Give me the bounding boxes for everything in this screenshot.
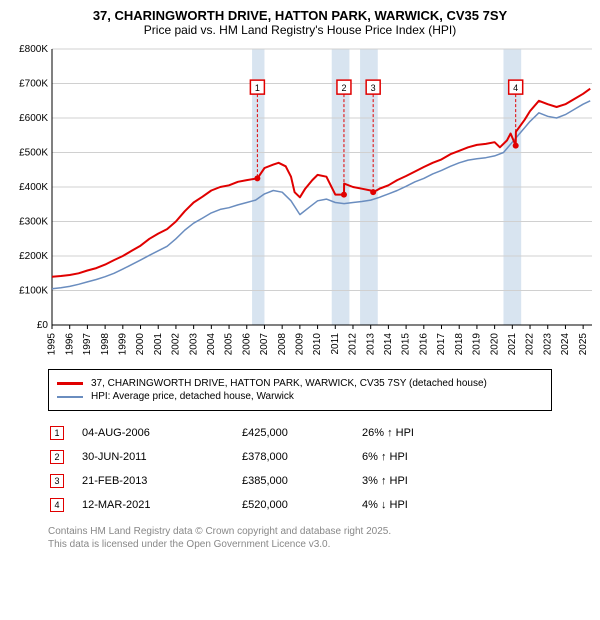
svg-text:2003: 2003	[188, 333, 199, 356]
svg-text:2007: 2007	[259, 333, 270, 356]
legend-swatch	[57, 396, 83, 398]
svg-text:£100K: £100K	[19, 286, 48, 297]
svg-text:2024: 2024	[560, 333, 571, 356]
svg-text:2012: 2012	[348, 333, 359, 356]
event-price: £378,000	[242, 451, 362, 463]
svg-text:2019: 2019	[472, 333, 483, 356]
title-subtitle: Price paid vs. HM Land Registry's House …	[8, 23, 592, 37]
svg-text:2004: 2004	[206, 333, 217, 356]
chart-svg: £0 £100K £200K £300K £400K £500K £600K £700K £80…	[8, 41, 592, 361]
svg-text:2015: 2015	[401, 333, 412, 356]
svg-text:2011: 2011	[330, 333, 341, 355]
hpi-chart: £0 £100K £200K £300K £400K £500K £600K £700K £80…	[8, 41, 592, 361]
svg-text:2009: 2009	[295, 333, 306, 356]
credits-line2: This data is licensed under the Open Gov…	[48, 538, 552, 551]
event-price: £385,000	[242, 475, 362, 487]
svg-text:3: 3	[371, 83, 376, 93]
svg-text:2022: 2022	[525, 333, 536, 356]
legend-item: 37, CHARINGWORTH DRIVE, HATTON PARK, WAR…	[57, 378, 543, 389]
legend-item: HPI: Average price, detached house, Warw…	[57, 391, 543, 402]
svg-text:4: 4	[513, 83, 518, 93]
event-date: 30-JUN-2011	[82, 451, 242, 463]
svg-text:£500K: £500K	[19, 148, 48, 159]
event-pct: 4% ↓ HPI	[362, 499, 462, 511]
svg-text:2010: 2010	[312, 333, 323, 356]
svg-text:2023: 2023	[542, 333, 553, 356]
chart-title-block: 37, CHARINGWORTH DRIVE, HATTON PARK, WAR…	[8, 8, 592, 37]
event-pct: 6% ↑ HPI	[362, 451, 462, 463]
svg-text:1998: 1998	[100, 333, 111, 356]
legend-label: HPI: Average price, detached house, Warw…	[91, 391, 294, 402]
svg-text:£700K: £700K	[19, 79, 48, 90]
svg-text:2017: 2017	[436, 333, 447, 356]
event-badge: 2	[50, 450, 64, 464]
legend-label: 37, CHARINGWORTH DRIVE, HATTON PARK, WAR…	[91, 378, 487, 389]
data-credits: Contains HM Land Registry data © Crown c…	[48, 525, 552, 551]
svg-text:1997: 1997	[82, 333, 93, 356]
svg-text:2013: 2013	[365, 333, 376, 356]
event-badge: 4	[50, 498, 64, 512]
svg-text:2002: 2002	[171, 333, 182, 356]
svg-text:2001: 2001	[153, 333, 164, 356]
event-badge: 3	[50, 474, 64, 488]
legend: 37, CHARINGWORTH DRIVE, HATTON PARK, WAR…	[48, 369, 552, 411]
svg-text:2000: 2000	[135, 333, 146, 356]
events-table: 1 04-AUG-2006£425,00026% ↑ HPI 2 30-JUN-201…	[48, 421, 548, 517]
svg-text:2025: 2025	[578, 333, 589, 356]
event-date: 21-FEB-2013	[82, 475, 242, 487]
svg-text:1999: 1999	[117, 333, 128, 356]
event-price: £520,000	[242, 499, 362, 511]
svg-text:2020: 2020	[489, 333, 500, 356]
svg-text:£300K: £300K	[19, 217, 48, 228]
event-row: 1 04-AUG-2006£425,00026% ↑ HPI	[48, 421, 548, 445]
svg-text:2018: 2018	[454, 333, 465, 356]
event-price: £425,000	[242, 427, 362, 439]
svg-text:£200K: £200K	[19, 251, 48, 262]
credits-line1: Contains HM Land Registry data © Crown c…	[48, 525, 552, 538]
svg-text:2: 2	[341, 83, 346, 93]
svg-text:2006: 2006	[241, 333, 252, 356]
svg-text:£400K: £400K	[19, 182, 48, 193]
event-date: 04-AUG-2006	[82, 427, 242, 439]
svg-text:2008: 2008	[277, 333, 288, 356]
svg-text:£0: £0	[37, 320, 49, 331]
event-pct: 26% ↑ HPI	[362, 427, 462, 439]
event-date: 12-MAR-2021	[82, 499, 242, 511]
svg-text:2005: 2005	[224, 333, 235, 356]
event-badge: 1	[50, 426, 64, 440]
svg-text:1: 1	[255, 83, 260, 93]
svg-text:2021: 2021	[507, 333, 518, 356]
svg-text:1996: 1996	[64, 333, 75, 356]
svg-text:2016: 2016	[418, 333, 429, 356]
svg-text:2014: 2014	[383, 333, 394, 356]
event-row: 2 30-JUN-2011£378,0006% ↑ HPI	[48, 445, 548, 469]
svg-text:£600K: £600K	[19, 113, 48, 124]
event-pct: 3% ↑ HPI	[362, 475, 462, 487]
event-row: 4 12-MAR-2021£520,0004% ↓ HPI	[48, 493, 548, 517]
svg-text:1995: 1995	[47, 333, 58, 356]
event-row: 3 21-FEB-2013£385,0003% ↑ HPI	[48, 469, 548, 493]
legend-swatch	[57, 382, 83, 385]
svg-text:£800K: £800K	[19, 44, 48, 55]
title-address: 37, CHARINGWORTH DRIVE, HATTON PARK, WAR…	[8, 8, 592, 23]
